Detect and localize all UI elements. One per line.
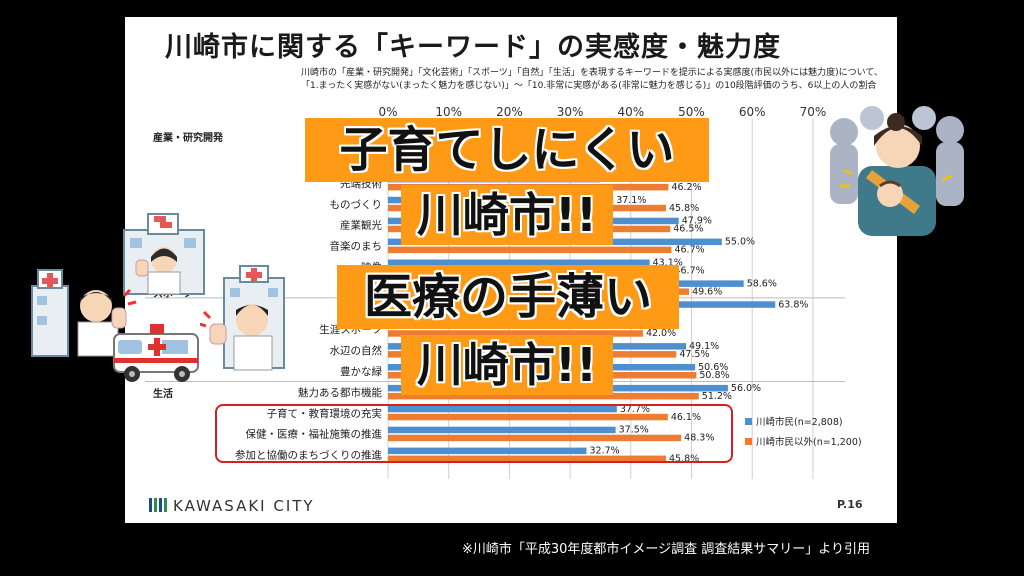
data-label: 63.8% [778, 299, 808, 310]
data-label: 49.6% [692, 286, 722, 297]
data-label: 32.7% [589, 446, 619, 457]
page-number: P.16 [837, 498, 863, 511]
data-label: 48.3% [684, 433, 714, 444]
category-label: 魅力ある都市機能 [298, 386, 382, 399]
bar [388, 426, 616, 434]
x-tick-label: 0% [378, 105, 397, 119]
data-label: 46.7% [674, 245, 704, 256]
data-label: 46.7% [674, 266, 704, 277]
ambulance-icon [113, 324, 199, 382]
x-tick-label: 20% [496, 105, 523, 119]
banner-line-3: 医療の手薄い [337, 265, 679, 329]
category-label: ものづくり [330, 199, 383, 211]
bar [388, 447, 587, 455]
hospital-doctor-stop-icon [123, 213, 205, 295]
x-tick-label: 40% [617, 105, 644, 119]
logo-text: KAWASAKI CITY [173, 497, 315, 515]
data-label: 47.5% [679, 349, 709, 360]
bar [388, 434, 682, 442]
category-label: 参加と協働のまちづくりの推進 [235, 449, 382, 462]
data-label: 58.6% [747, 278, 777, 289]
category-label: 豊かな緑 [340, 365, 382, 378]
citation-text: ※川崎市「平成30年度都市イメージ調査 調査結果サマリー」より引用 [462, 542, 871, 557]
x-tick-label: 50% [678, 105, 705, 119]
category-label: 子育て・教育環境の充実 [267, 407, 383, 420]
bar [388, 413, 668, 421]
data-label: 55.0% [725, 237, 755, 248]
worried-mother-with-baby-icon [830, 106, 964, 236]
legend-swatch [745, 418, 752, 425]
x-tick-label: 60% [739, 105, 766, 119]
data-label: 37.5% [619, 425, 649, 436]
category-label: 音楽のまち [330, 240, 383, 253]
category-label: 産業観光 [340, 219, 382, 232]
x-tick-label: 70% [800, 105, 827, 119]
legend-label: 川崎市民以外(n=1,200) [756, 436, 862, 448]
data-label: 37.1% [616, 195, 646, 206]
hospital-doctor-refusing-icon [31, 269, 137, 357]
data-label: 46.2% [671, 182, 701, 193]
category-label: 保健・医療・福祉施策の推進 [246, 428, 383, 441]
data-label: 56.0% [731, 383, 761, 394]
bar [388, 405, 617, 413]
legend-swatch [745, 438, 752, 445]
bar [388, 455, 667, 463]
data-label: 47.9% [682, 216, 712, 227]
slide-subtitle-line-2: 「1.まったく実感がない(まったく魅力を感じない)」～「10.非常に実感がある(… [301, 81, 877, 91]
data-label: 45.8% [669, 454, 699, 465]
data-label: 50.8% [699, 370, 729, 381]
data-label: 51.2% [702, 391, 732, 402]
kawasaki-city-logo: KAWASAKI CITY [149, 497, 315, 515]
data-label: 43.1% [653, 258, 683, 269]
hospital-doctor-angry-icon [200, 265, 285, 371]
group-label: 産業・研究開発 [153, 131, 224, 144]
banner-line-1: 子育てしにくい [305, 118, 709, 182]
data-label: 46.1% [671, 412, 701, 423]
bar [388, 330, 643, 337]
banner-line-2: 川崎市!! [401, 185, 613, 245]
data-label: 37.7% [620, 404, 650, 415]
data-label: 49.1% [689, 341, 719, 352]
data-label: 42.0% [646, 328, 676, 339]
slide-subtitle-line-1: 川崎市の「産業・研究開発」「文化芸術」「スポーツ」「自然」「生活」を表現するキー… [301, 68, 883, 78]
bar [388, 259, 650, 266]
category-label: 水辺の自然 [330, 344, 383, 357]
data-label: 50.6% [698, 362, 728, 373]
logo-bars-icon [149, 498, 167, 512]
bar [388, 246, 672, 254]
slide-title: 川崎市に関する「キーワード」の実感度・魅力度 [165, 32, 781, 63]
group-label: 生活 [153, 387, 173, 400]
legend-label: 川崎市民(n=2,808) [756, 416, 843, 428]
bar [388, 392, 699, 400]
data-label: 45.8% [669, 203, 699, 214]
banner-line-4: 川崎市!! [401, 335, 613, 395]
highlight-box [215, 404, 733, 463]
x-tick-label: 10% [435, 105, 462, 119]
data-label: 46.5% [673, 224, 703, 235]
x-tick-label: 30% [557, 105, 584, 119]
